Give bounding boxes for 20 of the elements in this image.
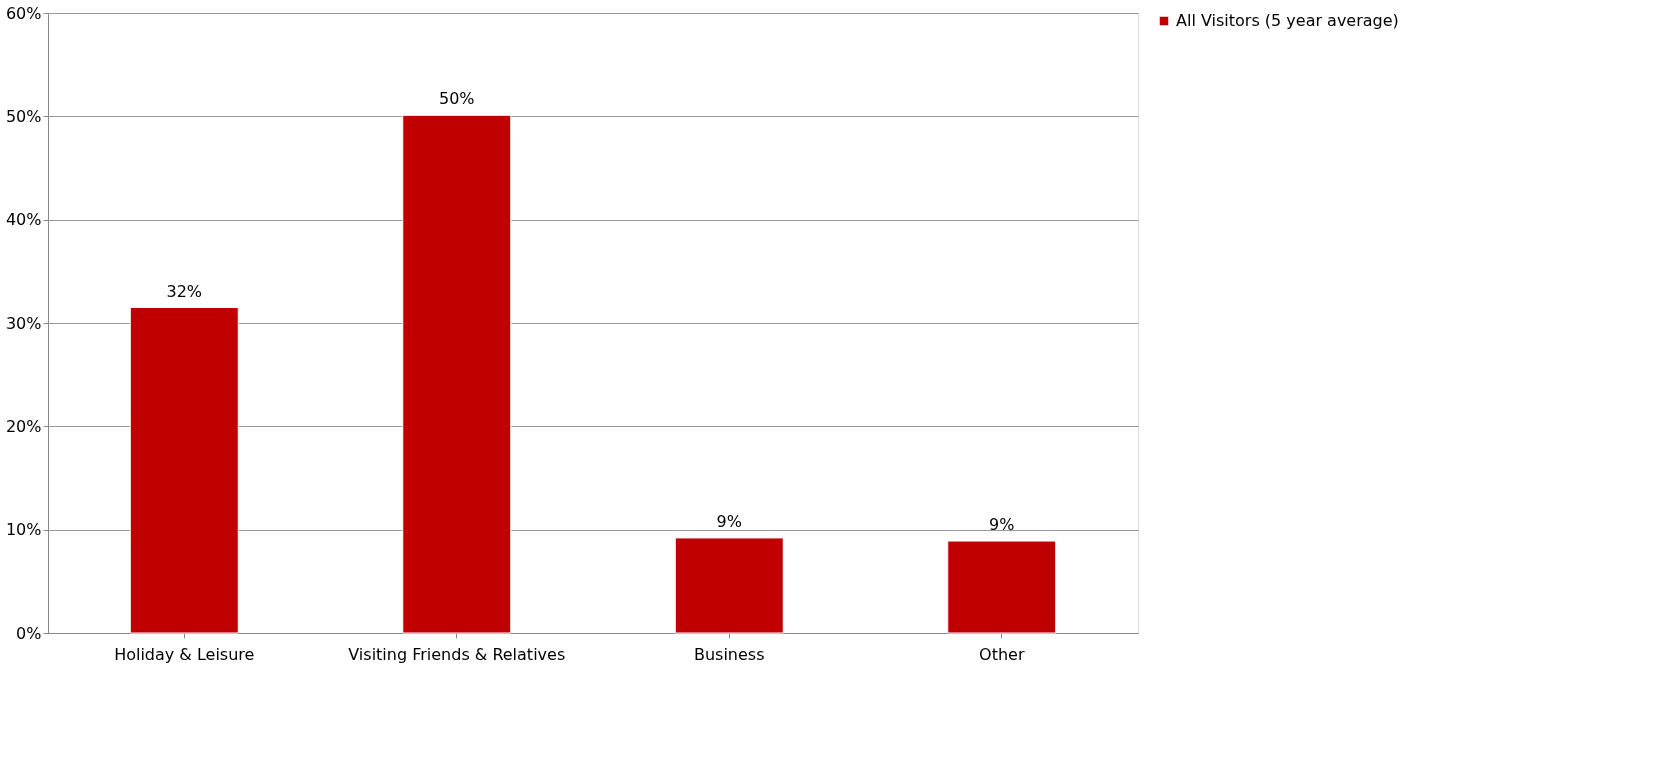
bar: [947, 540, 1057, 634]
legend-label: All Visitors (5 year average): [1176, 11, 1399, 30]
data-label: 32%: [166, 281, 203, 301]
y-tick-label: 40%: [5, 210, 42, 230]
y-tick-label: 20%: [5, 416, 42, 436]
x-tick-label: Other: [979, 644, 1025, 664]
y-tick-label: 60%: [5, 3, 42, 23]
y-tick-label: 30%: [5, 313, 42, 333]
y-tick-label: 0%: [16, 623, 42, 643]
data-label: 9%: [716, 511, 742, 531]
x-tick-label: Business: [693, 644, 765, 664]
y-tick-label: 50%: [5, 106, 42, 126]
y-tick-label: 10%: [5, 520, 42, 540]
data-label: 9%: [989, 515, 1015, 535]
bar: [402, 114, 512, 634]
x-tick-label: Holiday & Leisure: [114, 644, 255, 664]
bar: [674, 537, 784, 634]
bar: [129, 307, 239, 634]
data-label: 50%: [438, 89, 475, 109]
x-tick-label: Visiting Friends & Relatives: [348, 644, 566, 664]
